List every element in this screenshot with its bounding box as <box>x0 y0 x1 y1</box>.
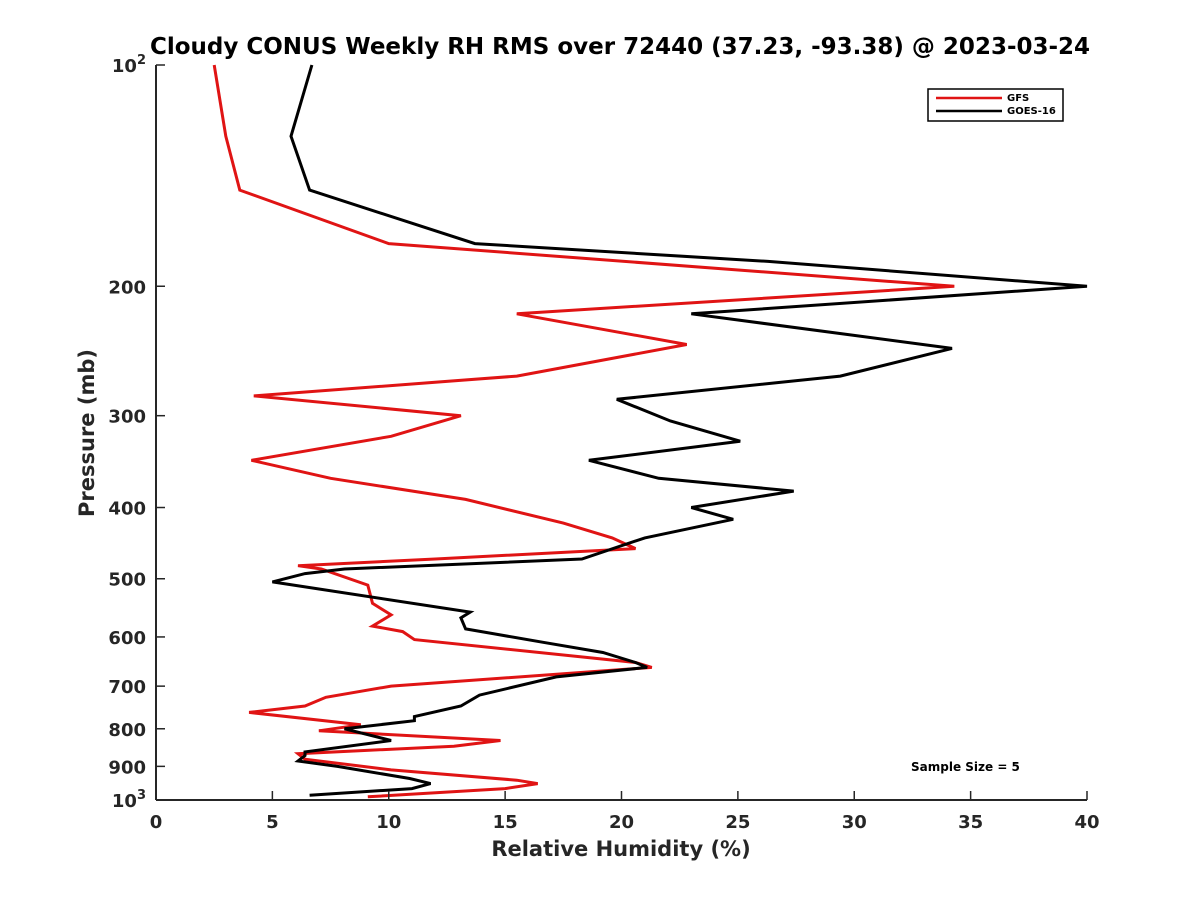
x-tick-label: 35 <box>958 812 983 833</box>
y-tick-label: 900 <box>108 757 146 778</box>
y-tick-label: 400 <box>108 499 146 520</box>
y-axis-label: Pressure (mb) <box>75 349 99 517</box>
x-ticks: 0 5 10 15 20 25 30 35 40 <box>150 791 1100 833</box>
legend-label-goes16: GOES-16 <box>1007 106 1056 117</box>
series-line-goes16 <box>272 64 1088 797</box>
y-tick-label: 600 <box>108 628 146 649</box>
x-tick-label: 15 <box>493 812 518 833</box>
y-tick-label: 700 <box>108 677 146 698</box>
x-tick-label: 0 <box>150 812 163 833</box>
x-tick-label: 40 <box>1074 812 1099 833</box>
series-layer <box>212 64 1088 799</box>
chart-title: Cloudy CONUS Weekly RH RMS over 72440 (3… <box>150 34 1090 60</box>
y-tick-label: 200 <box>108 277 146 298</box>
sample-size-annotation: Sample Size = 5 <box>911 760 1020 774</box>
y-tick-label: 300 <box>108 407 146 428</box>
legend-label-gfs: GFS <box>1007 93 1029 104</box>
y-tick-label: 103 <box>112 788 146 812</box>
x-tick-label: 25 <box>725 812 750 833</box>
x-tick-label: 20 <box>609 812 634 833</box>
y-tick-label: 500 <box>108 570 146 591</box>
legend-box <box>927 88 1064 122</box>
x-tick-label: 10 <box>376 812 401 833</box>
series-line-gfs <box>212 64 955 799</box>
y-ticks: 102 200 300 400 500 600 700 800 900 103 <box>108 53 165 812</box>
x-tick-label: 5 <box>266 812 279 833</box>
x-tick-label: 30 <box>842 812 867 833</box>
y-tick-label: 102 <box>112 53 146 77</box>
legend: GFS GOES-16 <box>927 88 1064 122</box>
y-tick-label: 800 <box>108 720 146 741</box>
x-axis-label: Relative Humidity (%) <box>491 837 750 861</box>
